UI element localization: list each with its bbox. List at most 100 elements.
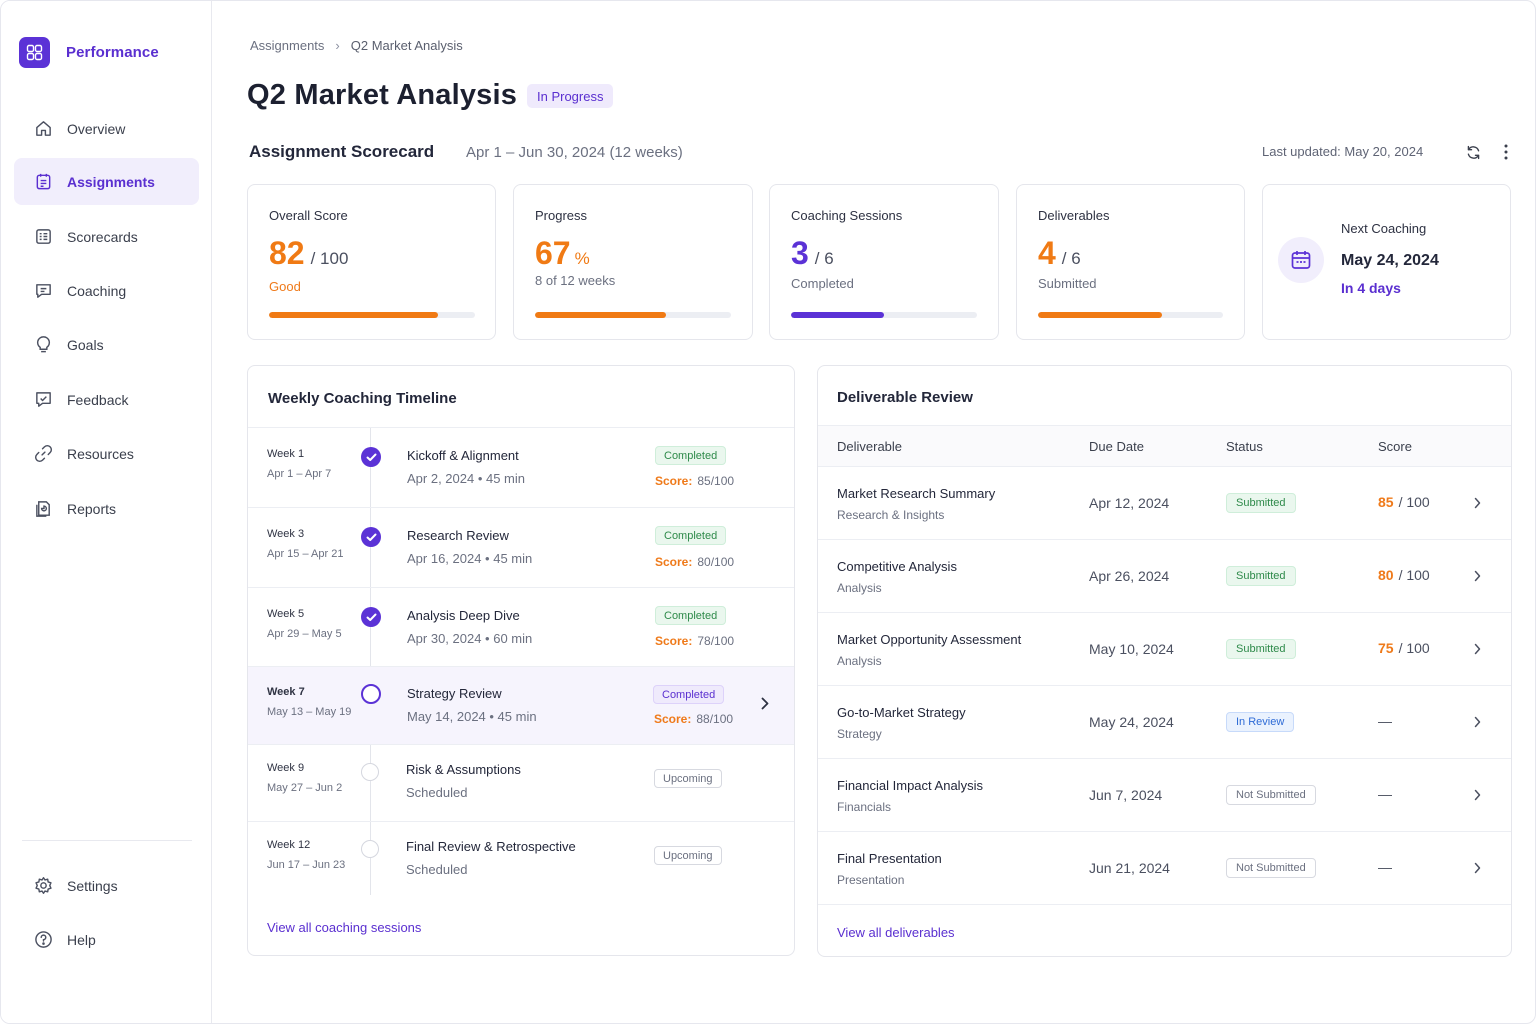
sidebar-item-scorecards[interactable]: Scorecards <box>14 213 199 260</box>
score-denominator: / 100 <box>1398 494 1430 510</box>
session-meta: Scheduled <box>406 785 468 800</box>
breadcrumb-root-link[interactable]: Assignments <box>250 38 325 53</box>
brand[interactable]: Performance <box>19 37 159 68</box>
sidebar-item-label: Feedback <box>67 391 129 408</box>
coaching-progress-bar <box>791 312 977 318</box>
overall-score-value: 82 / 100 <box>269 235 348 271</box>
next-coaching-relative: In 4 days <box>1341 280 1401 296</box>
table-row[interactable]: Competitive Analysis Analysis Apr 26, 2024… <box>818 540 1511 613</box>
upcoming-step-icon <box>361 763 379 781</box>
app-logo-icon <box>19 37 50 68</box>
table-row[interactable]: Final Presentation Presentation Jun 21, 20… <box>818 832 1511 905</box>
table-row[interactable]: Market Research Summary Research & Insigh… <box>818 467 1511 540</box>
status-badge: Submitted <box>1226 639 1296 659</box>
scorecard-date-range: Apr 1 – Jun 30, 2024 (12 weeks) <box>466 144 683 161</box>
deliverables-label: Submitted <box>1038 276 1097 291</box>
panel-title: Deliverable Review <box>837 389 973 406</box>
sidebar-item-label: Settings <box>67 877 118 894</box>
status-badge: Not Submitted <box>1226 858 1316 878</box>
chevron-right-icon[interactable] <box>1471 787 1483 803</box>
chevron-right-icon[interactable] <box>1471 568 1483 584</box>
due-date: Apr 26, 2024 <box>1089 568 1170 584</box>
chevron-right-icon[interactable] <box>1471 495 1483 511</box>
due-date: May 10, 2024 <box>1089 641 1174 657</box>
deliverables-progress-bar <box>1038 312 1223 318</box>
progress-weeks: 8 of 12 weeks <box>535 273 616 288</box>
sidebar-item-label: Coaching <box>67 282 127 299</box>
deliverable-name: Final Presentation <box>837 851 942 866</box>
timeline-row[interactable]: Week 9 May 27 – Jun 2 Risk & Assumptions Sc… <box>248 744 794 821</box>
sidebar-item-assignments[interactable]: Assignments <box>14 158 199 205</box>
next-coaching-card[interactable]: Next Coaching May 24, 2024 In 4 days <box>1262 184 1511 340</box>
sidebar-item-settings[interactable]: Settings <box>14 862 199 909</box>
score-number: 85 <box>1378 494 1394 510</box>
card-title: Next Coaching <box>1341 221 1427 236</box>
score-label: Score: <box>655 555 693 569</box>
chevron-right-icon[interactable] <box>1471 714 1483 730</box>
deliverables-card: Deliverables 4 / 6 Submitted <box>1016 184 1245 340</box>
card-title: Overall Score <box>269 208 348 223</box>
due-date: Apr 12, 2024 <box>1089 495 1170 511</box>
score-label: Score: <box>654 712 692 726</box>
column-header-score[interactable]: Score <box>1378 439 1412 454</box>
sidebar-item-resources[interactable]: Resources <box>14 430 199 477</box>
session-meta: Apr 2, 2024 • 45 min <box>407 471 526 486</box>
score-value: 85/100 <box>697 474 735 488</box>
lightbulb-icon <box>33 335 53 355</box>
session-score: Score: 80/100 <box>655 555 734 569</box>
check-icon <box>361 447 381 467</box>
deliverable-review-panel: Deliverable Review Deliverable Due Date … <box>817 365 1512 957</box>
view-all-coaching-link[interactable]: View all coaching sessions <box>267 920 422 935</box>
week-label: Week 7 <box>267 686 305 698</box>
score-number: 82 <box>269 235 305 271</box>
chevron-right-icon[interactable] <box>1471 641 1483 657</box>
timeline-row[interactable]: Week 1 Apr 1 – Apr 7 Kickoff & Alignment Ap… <box>248 427 794 507</box>
progress-fill <box>1038 312 1162 318</box>
progress-card: Progress 67 % 8 of 12 weeks <box>513 184 753 340</box>
score-rating: Good <box>269 279 301 294</box>
chevron-right-icon[interactable] <box>761 697 771 711</box>
column-header-due-date[interactable]: Due Date <box>1089 439 1144 454</box>
week-dates: May 13 – May 19 <box>267 706 352 718</box>
help-icon <box>33 930 53 950</box>
sidebar-item-label: Reports <box>67 500 117 517</box>
score-number: 75 <box>1378 640 1394 656</box>
session-score: Score: 88/100 <box>654 712 733 726</box>
deliverable-score: 80/ 100 <box>1378 567 1430 583</box>
sessions-number: 3 <box>791 235 809 271</box>
sidebar-item-feedback[interactable]: Feedback <box>14 376 199 423</box>
column-header-status[interactable]: Status <box>1226 439 1263 454</box>
timeline-row[interactable]: Week 12 Jun 17 – Jun 23 Final Review & Ret… <box>248 821 794 897</box>
sidebar-item-help[interactable]: Help <box>14 916 199 963</box>
view-all-deliverables-link[interactable]: View all deliverables <box>837 925 955 940</box>
app-name: Performance <box>66 44 159 61</box>
week-label: Week 9 <box>267 762 305 774</box>
table-row[interactable]: Financial Impact Analysis Financials Jun 7… <box>818 759 1511 832</box>
table-row[interactable]: Market Opportunity Assessment Analysis May… <box>818 613 1511 686</box>
progress-fill <box>535 312 667 318</box>
timeline-row[interactable]: Week 5 Apr 29 – May 5 Analysis Deep Dive Ap… <box>248 587 794 666</box>
session-score: Score: 78/100 <box>655 634 734 648</box>
deliverable-score: — <box>1378 786 1392 802</box>
chevron-right-icon[interactable] <box>1471 860 1483 876</box>
status-badge: In Progress <box>527 84 614 108</box>
deliverable-category: Analysis <box>837 654 882 668</box>
more-options-button[interactable] <box>1498 141 1514 163</box>
week-dates: Apr 15 – Apr 21 <box>267 548 344 560</box>
deliverables-denominator: / 6 <box>1061 249 1081 268</box>
upcoming-step-icon <box>361 840 379 858</box>
timeline-row[interactable]: Week 7 May 13 – May 19 Strategy Review May … <box>248 666 794 744</box>
timeline-row[interactable]: Week 3 Apr 15 – Apr 21 Research Review Apr … <box>248 507 794 587</box>
more-vertical-icon <box>1504 144 1508 160</box>
column-header-deliverable[interactable]: Deliverable <box>837 439 903 454</box>
sidebar-item-reports[interactable]: Reports <box>14 485 199 532</box>
table-row[interactable]: Go-to-Market Strategy Strategy May 24, 202… <box>818 686 1511 759</box>
refresh-icon <box>1467 145 1479 159</box>
refresh-button[interactable] <box>1462 141 1484 163</box>
sidebar-item-overview[interactable]: Overview <box>14 105 199 152</box>
deliverable-category: Financials <box>837 800 892 814</box>
card-title: Progress <box>535 208 588 223</box>
session-name: Research Review <box>407 528 509 543</box>
sidebar-item-coaching[interactable]: Coaching <box>14 267 199 314</box>
sidebar-item-goals[interactable]: Goals <box>14 321 199 368</box>
